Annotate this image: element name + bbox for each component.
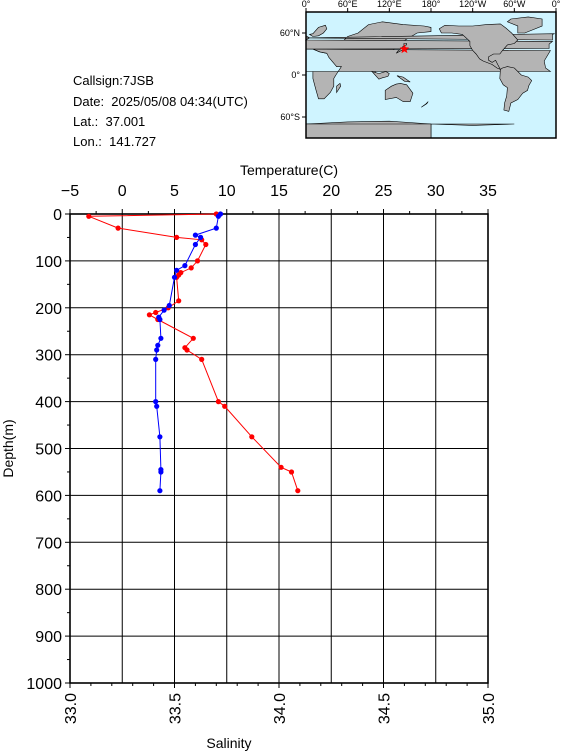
- map-top-tick-label: 60°E: [338, 0, 358, 9]
- temperature-data-point: [158, 335, 164, 341]
- salinity-data-point: [194, 258, 201, 264]
- map-land-14: [336, 82, 342, 94]
- map-left-tick-label: 60°S: [280, 112, 300, 122]
- station-marker-star: [399, 44, 410, 54]
- salinity-data-point: [190, 335, 196, 341]
- temperature-data-point: [157, 434, 163, 440]
- map-top-tick-label: 120°E: [377, 0, 402, 9]
- salinity-data-point: [146, 312, 152, 318]
- salinity-data-point: [86, 213, 92, 219]
- temperature-data-point: [171, 274, 178, 280]
- left-axis-title: Depth(m): [0, 419, 16, 477]
- left-axis-tick-label: 600: [35, 488, 62, 505]
- temperature-data-point: [154, 347, 160, 353]
- temperature-data-point: [215, 213, 221, 219]
- temperature-data-point: [153, 356, 159, 362]
- map-top-tick-label: 0°: [302, 0, 311, 9]
- salinity-data-point: [249, 434, 255, 440]
- temperature-data-point: [198, 234, 204, 240]
- left-axis-tick-label: 800: [35, 582, 62, 599]
- salinity-data-point: [176, 298, 182, 304]
- map-top-tick-label: 60°W: [503, 0, 526, 9]
- left-axis-tick-label: 1000: [26, 676, 62, 693]
- temperature-data-point: [174, 267, 180, 273]
- map-left-tick-label: 60°N: [280, 28, 300, 38]
- map-land-13: [421, 101, 429, 108]
- salinity-data-point: [295, 488, 301, 494]
- top-axis-tick-label: 10: [218, 183, 236, 200]
- salinity-data-point: [222, 403, 228, 409]
- map-land-10: [396, 75, 411, 83]
- world-map: 0° 60°E 120°E 180° 120°W 60°W 0° 60°N 0° 60°S: [280, 0, 561, 139]
- map-top-tick-label: 120°W: [459, 0, 487, 9]
- profile-chart: −5 0 5 10 15 20 25 30 35 Temperature(C) 0 100 200 300…: [0, 162, 498, 751]
- salinity-data-point: [174, 234, 180, 240]
- salinity-data-point: [153, 309, 159, 316]
- longitude-text: Lon.: 141.727: [73, 134, 157, 149]
- bottom-axis-tick-label: 35.0: [481, 693, 498, 724]
- map-land-7: [499, 66, 533, 112]
- temperature-data-point: [158, 469, 164, 475]
- temperature-data-point: [192, 232, 198, 238]
- date-text: Date: 2025/05/08 04:34(UTC): [73, 94, 248, 109]
- top-axis-tick-label: 5: [170, 183, 179, 200]
- salinity-data-point: [199, 356, 205, 362]
- left-axis-tick-label: 300: [35, 348, 62, 365]
- top-axis-tick-label: 25: [375, 183, 393, 200]
- map-top-tick-label: 0°: [552, 0, 561, 9]
- top-axis-tick-label: 30: [427, 183, 445, 200]
- temperature-data-point: [161, 307, 167, 313]
- left-axis-tick-label: 400: [35, 395, 62, 412]
- map-land-6: [438, 23, 519, 71]
- temperature-data-point: [166, 302, 172, 309]
- bottom-axis-tick-label: 34.0: [272, 693, 289, 724]
- map-land-8: [506, 16, 543, 34]
- temperature-data-point: [157, 316, 163, 323]
- map-left-tick-label: 0°: [291, 70, 300, 80]
- map-top-tick-label: 180°: [422, 0, 441, 9]
- left-axis-tick-label: 700: [35, 535, 62, 552]
- bottom-axis-tick-label: 33.0: [63, 693, 80, 724]
- temperature-data-point: [213, 225, 219, 231]
- temperature-data-point: [182, 263, 188, 269]
- salinity-data-point: [288, 469, 295, 475]
- latitude-text: Lat.: 37.001: [73, 114, 146, 129]
- map-land-9: [371, 70, 390, 80]
- left-axis-tick-label: 500: [35, 442, 62, 459]
- temperature-data-point: [157, 488, 163, 494]
- top-axis-title: Temperature(C): [240, 162, 338, 178]
- map-land-5: [384, 83, 414, 102]
- salinity-data-point: [278, 464, 284, 470]
- salinity-data-point: [203, 241, 209, 248]
- salinity-series-line: [88, 213, 299, 491]
- top-axis-tick-label: 35: [479, 183, 497, 200]
- top-axis-tick-label: 15: [270, 183, 288, 200]
- map-land-4: [308, 24, 328, 37]
- left-axis-tick-label: 0: [53, 207, 62, 224]
- salinity-data-point: [184, 347, 190, 353]
- salinity-data-point: [115, 225, 121, 231]
- bottom-axis-tick-label: 34.5: [377, 693, 394, 724]
- temperature-data-point: [155, 342, 161, 348]
- salinity-data-point: [215, 399, 221, 405]
- bottom-axis-title: Salinity: [206, 735, 251, 751]
- left-axis-tick-label: 200: [35, 301, 62, 318]
- temperature-data-point: [154, 403, 160, 409]
- top-axis-tick-label: 0: [118, 183, 127, 200]
- left-axis-tick-label: 100: [35, 254, 62, 271]
- top-axis-tick-label: −5: [61, 183, 79, 200]
- callsign-text: Callsign:7JSB: [73, 73, 154, 88]
- temperature-data-point: [153, 399, 159, 405]
- top-axis-tick-label: 20: [322, 183, 340, 200]
- bottom-axis-tick-label: 33.5: [168, 693, 185, 724]
- temperature-data-point: [192, 241, 198, 248]
- left-axis-tick-label: 900: [35, 629, 62, 646]
- salinity-data-point: [188, 265, 194, 271]
